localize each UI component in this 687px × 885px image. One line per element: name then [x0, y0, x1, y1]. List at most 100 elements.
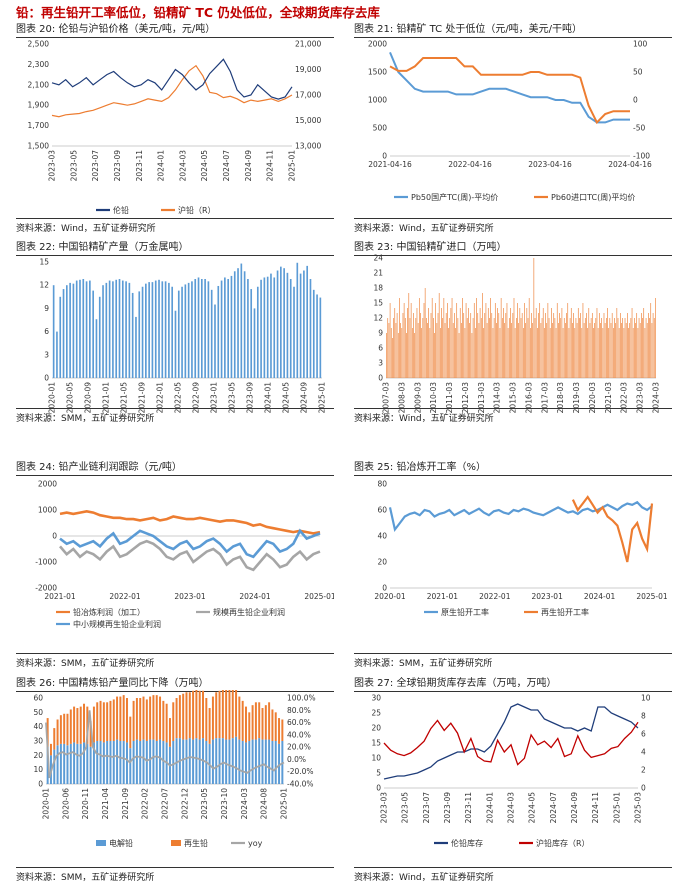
bar — [598, 313, 600, 378]
bar-recycled — [96, 702, 99, 741]
bar — [549, 328, 551, 378]
x-tick-label: 2024-03 — [178, 150, 187, 182]
x-tick-label: 2023-03 — [636, 382, 645, 414]
x-tick-label: 2020-05 — [66, 382, 75, 414]
bar — [621, 323, 622, 378]
bar — [596, 308, 598, 378]
bar — [125, 281, 127, 378]
bar — [463, 313, 465, 378]
bar — [418, 298, 420, 378]
bar — [530, 328, 531, 378]
bar — [283, 268, 285, 378]
x-tick-label: 2011-03 — [445, 382, 454, 414]
bar-recycled — [241, 700, 244, 741]
bar-recycled — [274, 712, 277, 741]
bar — [396, 313, 398, 378]
bar-electrolytic — [125, 742, 128, 784]
bar — [527, 318, 529, 378]
bar — [575, 318, 577, 378]
y2-tick-label: -100 — [633, 152, 650, 161]
bar-electrolytic — [268, 739, 271, 784]
y2-tick-label: 15,000 — [295, 116, 321, 125]
bar — [546, 323, 548, 378]
x-tick-label: 2023-09 — [246, 382, 255, 414]
bar-electrolytic — [116, 739, 119, 784]
bar-recycled — [278, 718, 281, 744]
bar-recycled — [211, 696, 214, 740]
bar — [628, 328, 629, 378]
bar — [484, 313, 486, 378]
bar — [224, 277, 226, 378]
bar-electrolytic — [79, 743, 82, 784]
bar — [121, 280, 124, 378]
bar — [414, 333, 415, 378]
bar — [518, 323, 519, 378]
series-line — [51, 64, 293, 118]
x-tick-label: 2023-05 — [200, 788, 209, 820]
x-tick-label: 2020-11 — [81, 788, 90, 820]
y-tick-label: 0 — [52, 532, 57, 541]
bar — [431, 298, 433, 378]
bar — [613, 328, 614, 378]
bar — [607, 308, 608, 378]
bar-electrolytic — [99, 741, 102, 784]
y-tick-label: 40 — [377, 532, 387, 541]
bar — [393, 318, 394, 378]
x-tick-label: 2024-03 — [507, 792, 516, 824]
bar-electrolytic — [182, 739, 185, 784]
bar — [604, 323, 606, 378]
bar-electrolytic — [63, 743, 66, 784]
bar-recycled — [132, 700, 135, 741]
x-tick-label: 2024-07 — [549, 792, 558, 824]
y2-tick-label: 0 — [633, 96, 638, 105]
y2-tick-label: 4 — [641, 748, 646, 757]
x-tick-label: 2023-11 — [464, 792, 473, 824]
bar-electrolytic — [112, 741, 115, 784]
x-tick-label: 2021-01 — [44, 592, 76, 601]
bar-recycled — [251, 705, 254, 740]
bar — [309, 279, 312, 378]
bar-recycled — [152, 695, 155, 740]
y-tick-label: 2,100 — [28, 80, 50, 89]
bar — [650, 303, 652, 378]
bar — [280, 266, 282, 378]
bar — [497, 308, 498, 378]
bar — [547, 303, 549, 378]
bar — [556, 303, 558, 378]
bar-electrolytic — [241, 741, 244, 784]
x-tick-label: 2022-02 — [141, 788, 150, 820]
bar — [454, 313, 455, 378]
y-tick-label: 500 — [373, 124, 388, 133]
bar — [392, 338, 393, 378]
chart-fig26: 0 10 20 30 40 50 60 -40.0% -20.0% 0.0% 20.0% 40.0% 6… — [33, 690, 316, 848]
chart-source: 资料来源：SMM，五矿证券研究所 — [16, 867, 334, 883]
bar — [487, 308, 489, 378]
bar-electrolytic — [172, 741, 175, 784]
chart-fig22: 0 3 6 9 12 15 2020-01 2020-05 2020-09 2021-01 2021… — [39, 258, 326, 414]
bar — [583, 323, 585, 378]
y2-tick-label: 100.0% — [287, 694, 316, 703]
bar-electrolytic — [175, 738, 178, 784]
bar-electrolytic — [76, 743, 79, 784]
bar-electrolytic — [109, 741, 112, 784]
legend-label: 再生铅开工率 — [541, 607, 589, 617]
bar-recycled — [175, 698, 178, 739]
x-tick-label: 2024-01 — [264, 382, 273, 414]
bar — [207, 281, 210, 378]
x-tick-label: 2024-09 — [244, 150, 253, 182]
bar — [580, 313, 581, 378]
bar — [485, 303, 487, 378]
bar-recycled — [106, 702, 109, 741]
bar-electrolytic — [271, 741, 274, 784]
bar — [573, 313, 574, 378]
bar — [250, 289, 253, 378]
chart-title: 图表 22: 中国铅精矿产量（万金属吨） — [16, 238, 334, 256]
x-tick-label: 2021-04 — [101, 788, 110, 820]
bar — [243, 271, 246, 378]
bar — [501, 318, 503, 378]
bar — [436, 323, 438, 378]
bar — [637, 328, 639, 378]
chart-title: 图表 24: 铅产业链利润跟踪（元/吨） — [16, 458, 334, 476]
y2-tick-label: 80.0% — [287, 706, 311, 715]
bar-recycled — [208, 708, 211, 744]
